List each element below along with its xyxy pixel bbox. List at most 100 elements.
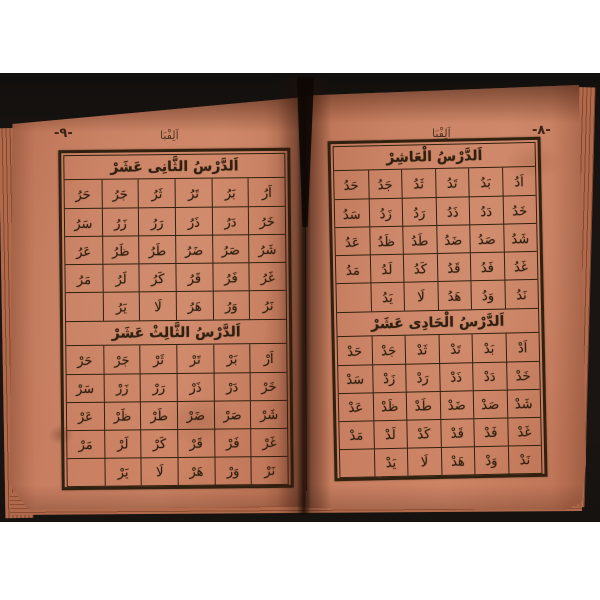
drill-cell: صَدُ	[469, 223, 504, 253]
drill-cell: ضَدُ	[435, 224, 470, 254]
drill-cell: لَرْ	[103, 429, 141, 458]
drill-cell	[339, 448, 374, 478]
drill-cell: خَدْ	[505, 360, 540, 390]
drill-cell: قَرْ	[177, 428, 215, 457]
drill-cell: ثَدْ	[404, 334, 439, 364]
drill-cell: غَدْ	[506, 416, 541, 446]
drill-cell: قَدُ	[436, 252, 471, 282]
drill-cell: هَرُ	[175, 291, 213, 320]
drill-cell: لَا	[406, 446, 441, 476]
drill-cell: دَدُ	[468, 195, 503, 225]
right-page-number: -٨-	[532, 123, 551, 138]
drill-cell: شَدْ	[506, 388, 541, 418]
drill-cell: عَدُ	[335, 226, 370, 256]
drill-cell: بَرُ	[211, 178, 249, 207]
drill-cell: وَرُ	[212, 290, 250, 320]
drill-cell: هَرْ	[177, 456, 215, 485]
drill-cell: ظَرُ	[101, 235, 139, 265]
drill-cell: جَرْ	[102, 344, 140, 374]
drill-cell: رَدْ	[405, 362, 440, 392]
drill-cell: ذَدُ	[435, 196, 470, 226]
drill-cell: ثَرْ	[139, 344, 177, 373]
drill-cell: وَدُ	[470, 279, 505, 309]
drill-cell: فَدُ	[469, 251, 504, 281]
drill-cell: اَدُ	[501, 166, 536, 196]
drill-cell: سَدُ	[334, 198, 369, 228]
drill-cell: لَا	[140, 456, 178, 486]
drill-cell: مَرْ	[67, 429, 105, 459]
drill-cell: خَدُ	[502, 195, 537, 224]
drill-cell: ظَرْ	[103, 401, 141, 430]
drill-cell: طَدُ	[402, 225, 437, 255]
drill-cell: صَرْ	[213, 399, 251, 429]
drill-cell: لَدْ	[372, 419, 407, 449]
drill-cell: لَدُ	[369, 254, 404, 283]
drill-cell: حَدُ	[343, 178, 359, 194]
drill-cell: يَرُ	[102, 291, 140, 321]
drill-cell: دَدْ	[472, 361, 507, 390]
drill-cell	[336, 282, 371, 312]
left-drill-table: اَلدَّرْسُ الثَّانِى عَشَرْ اَرُ بَرُ تَرُ…	[58, 147, 294, 491]
drill-cell: ثَرُ	[137, 179, 175, 208]
drill-cell	[67, 457, 105, 487]
drill-cell: اَرُ	[247, 177, 285, 207]
drill-cell: جَرُ	[101, 179, 139, 208]
drill-cell: ضَرْ	[176, 400, 214, 429]
drill-cell: شَرُ	[248, 234, 286, 263]
drill-cell: لَرُ	[102, 263, 140, 293]
right-page: -٨- اَلِفْبَا اَلدَّرْسُ الْعَاشِرْ اَدُ…	[305, 85, 586, 510]
drill-cell: ضَرُ	[175, 234, 213, 264]
drill-cell: اَدْ	[505, 332, 540, 362]
drill-cell: جَدْ	[371, 335, 406, 364]
drill-cell: يَرْ	[104, 457, 142, 486]
drill-cell: عَدْ	[338, 392, 373, 421]
drill-cell: خَرْ	[249, 371, 287, 400]
lesson-ten: اَلدَّرْسُ الْعَاشِرْ اَدُ بَدُ تَدُ ثَدُ جَ…	[333, 142, 538, 312]
drill-cell: وَرْ	[214, 456, 252, 485]
drill-cell: نَرُ	[249, 290, 286, 319]
drill-cell: شَدُ	[502, 223, 537, 252]
drill-cell: قَرُ	[175, 262, 213, 292]
drill-cell: لَا	[139, 291, 177, 320]
drill-cell: حَدْ	[347, 344, 363, 360]
drill-cell: يَدُ	[369, 282, 405, 311]
right-running-title: اَلِفْبَا	[432, 127, 451, 140]
drill-cell: ضَدْ	[439, 389, 474, 419]
lesson-thirteen-title: اَلدَّرْسُ الثَّالِثْ عَشَرْ	[66, 319, 287, 346]
drill-cell: تَرُ	[174, 178, 212, 208]
drill-cell: غَدُ	[503, 251, 538, 280]
drill-cell: صَدْ	[472, 389, 507, 419]
table-inner-frame: اَلدَّرْسُ الثَّانِى عَشَرْ اَرُ بَرُ تَرُ…	[63, 152, 289, 488]
drill-cell: ذَرْ	[176, 372, 214, 401]
drill-cell: كَدْ	[406, 418, 441, 448]
drill-cell: حَرُ	[75, 187, 91, 204]
right-drill-table: اَلدَّرْسُ الْعَاشِرْ اَدُ بَدُ تَدُ ثَدُ جَ…	[327, 136, 548, 482]
drill-cell: زَدُ	[368, 197, 403, 227]
drill-cell: مَدُ	[335, 254, 370, 284]
drill-cell: فَرْ	[213, 428, 251, 457]
drill-cell: قَدْ	[439, 418, 474, 447]
lesson-ten-grid: اَدُ بَدُ تَدُ ثَدُ جَدُ حَدُ خَدُ دَدُ ذَدُ رَدُ…	[334, 166, 538, 312]
drill-cell: كَدُ	[402, 253, 437, 283]
drill-cell	[65, 292, 103, 321]
drill-cell: جَدُ	[367, 169, 402, 199]
drill-cell: زَدْ	[371, 363, 406, 393]
drill-cell: دَرْ	[213, 371, 251, 401]
drill-cell: ذَدْ	[438, 361, 473, 391]
drill-cell: عَرْ	[66, 401, 104, 430]
drill-cell: ثَدُ	[401, 169, 436, 198]
drill-cell: بَدُ	[468, 167, 503, 197]
lesson-twelve-title: اَلدَّرْسُ الثَّانِى عَشَرْ	[64, 153, 285, 181]
drill-cell: فَدْ	[473, 417, 508, 447]
drill-cell: غَرْ	[250, 427, 288, 457]
drill-cell: بَدْ	[471, 333, 506, 362]
drill-cell: مَرُ	[65, 264, 103, 293]
left-page-number: -٩-	[54, 126, 73, 141]
drill-cell: رَرْ	[139, 372, 177, 402]
drill-cell: شَرْ	[250, 399, 288, 429]
drill-cell: تَدُ	[434, 168, 469, 198]
drill-cell: هَدْ	[440, 446, 475, 475]
lesson-eleven-grid: اَدْ بَدْ تَدْ ثَدْ جَدْ حَدْ خَدْ دَدْ ذَدْ رَدْ…	[338, 332, 542, 478]
lesson-thirteen: اَلدَّرْسُ الثَّالِثْ عَشَرْ اَرْ بَرْ تَر…	[66, 318, 288, 487]
drill-cell: غَرُ	[248, 262, 286, 291]
